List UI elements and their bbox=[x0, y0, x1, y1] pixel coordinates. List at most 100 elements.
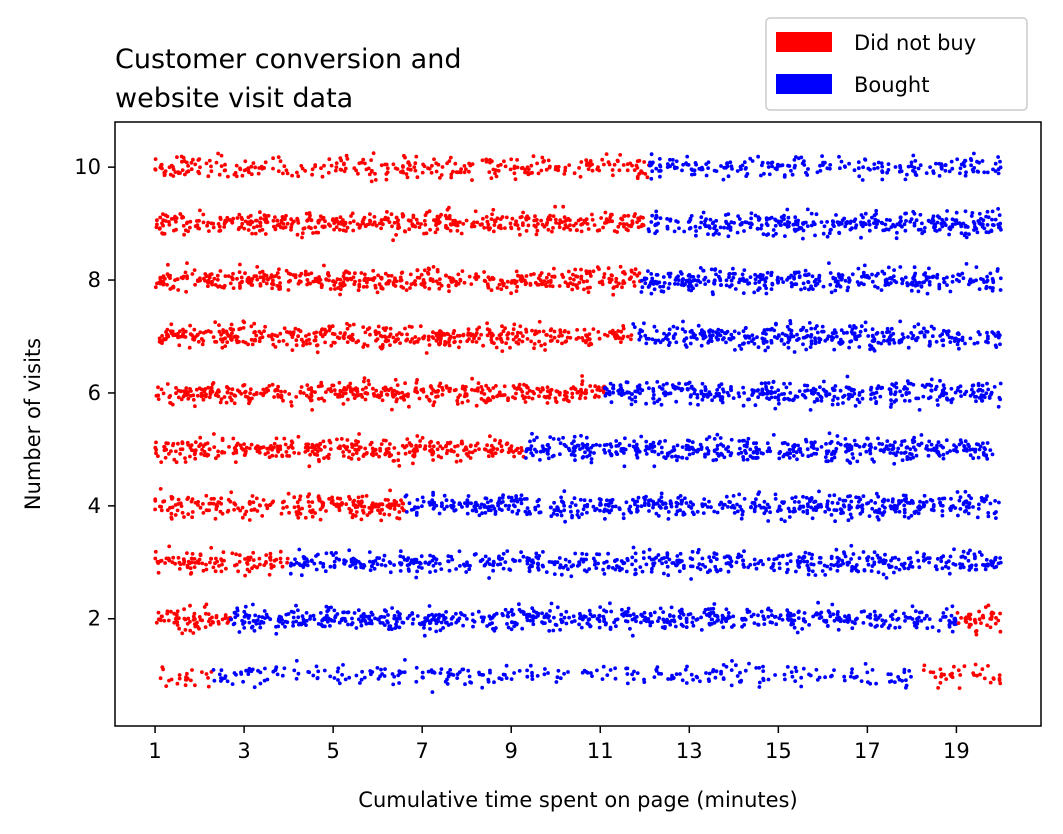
data-point bbox=[398, 554, 403, 559]
data-point bbox=[927, 617, 932, 621]
data-point bbox=[186, 616, 191, 621]
data-point bbox=[186, 396, 191, 401]
data-point bbox=[556, 508, 561, 513]
data-point bbox=[220, 562, 224, 567]
data-point bbox=[886, 498, 890, 503]
data-point bbox=[185, 497, 190, 501]
data-point bbox=[281, 506, 286, 510]
data-point bbox=[726, 611, 731, 615]
data-point bbox=[561, 435, 565, 440]
data-point bbox=[188, 603, 192, 608]
data-point bbox=[212, 678, 217, 683]
data-point bbox=[959, 616, 963, 620]
data-point bbox=[379, 518, 384, 523]
data-point bbox=[522, 396, 526, 401]
data-point bbox=[832, 668, 836, 672]
data-point bbox=[620, 607, 624, 612]
data-point bbox=[506, 331, 511, 336]
data-point bbox=[993, 499, 997, 503]
data-point bbox=[440, 503, 444, 508]
data-point bbox=[733, 348, 737, 352]
data-point bbox=[657, 558, 662, 563]
data-point bbox=[276, 384, 280, 389]
data-point bbox=[222, 395, 227, 399]
data-point bbox=[379, 614, 384, 619]
data-point bbox=[206, 684, 211, 689]
data-point bbox=[235, 388, 240, 393]
data-point bbox=[613, 559, 617, 563]
data-point bbox=[886, 447, 891, 452]
data-point bbox=[880, 618, 885, 623]
data-point bbox=[491, 386, 496, 390]
data-point bbox=[766, 607, 770, 612]
data-point bbox=[482, 503, 487, 507]
data-point bbox=[978, 672, 982, 677]
data-point bbox=[354, 626, 359, 630]
data-point bbox=[807, 568, 811, 573]
data-point bbox=[595, 387, 600, 392]
data-point bbox=[258, 670, 263, 675]
data-point bbox=[548, 328, 553, 333]
data-point bbox=[169, 449, 173, 453]
data-point bbox=[188, 332, 193, 336]
data-point bbox=[883, 558, 888, 563]
data-point bbox=[342, 616, 347, 621]
data-point bbox=[414, 386, 418, 390]
data-point bbox=[245, 567, 250, 572]
data-point bbox=[797, 609, 801, 614]
data-point bbox=[666, 677, 670, 681]
data-point bbox=[431, 490, 435, 495]
data-point bbox=[838, 388, 843, 393]
data-point bbox=[389, 627, 394, 632]
data-point bbox=[808, 408, 813, 412]
data-point bbox=[967, 622, 972, 627]
data-point bbox=[327, 328, 332, 333]
data-point bbox=[364, 451, 369, 456]
data-point bbox=[347, 323, 352, 328]
data-point bbox=[203, 625, 208, 629]
data-point bbox=[640, 569, 645, 574]
data-point bbox=[388, 332, 393, 337]
data-point bbox=[167, 558, 172, 563]
data-point bbox=[877, 507, 882, 512]
data-point bbox=[667, 450, 672, 455]
data-point bbox=[368, 568, 373, 573]
data-point bbox=[350, 515, 355, 520]
data-point bbox=[429, 391, 434, 396]
data-point bbox=[904, 496, 908, 501]
data-point bbox=[354, 673, 359, 678]
data-point bbox=[735, 555, 740, 560]
data-point bbox=[591, 327, 596, 331]
data-point bbox=[787, 456, 792, 460]
data-point bbox=[685, 456, 689, 461]
data-point bbox=[395, 397, 399, 402]
data-point bbox=[652, 393, 656, 397]
data-point bbox=[985, 457, 990, 461]
data-point bbox=[731, 494, 736, 498]
data-point bbox=[691, 615, 695, 620]
data-point bbox=[715, 510, 720, 515]
data-point bbox=[291, 623, 295, 628]
data-point bbox=[289, 400, 293, 404]
data-point bbox=[812, 507, 817, 512]
data-point bbox=[458, 564, 462, 568]
data-point bbox=[207, 395, 212, 400]
data-point bbox=[850, 452, 855, 456]
data-point bbox=[773, 497, 778, 501]
data-point bbox=[326, 608, 331, 612]
data-point bbox=[449, 448, 454, 453]
data-point bbox=[997, 500, 1001, 505]
data-point bbox=[434, 561, 438, 565]
data-point bbox=[633, 395, 638, 400]
data-point bbox=[252, 685, 257, 690]
data-point bbox=[330, 498, 335, 503]
data-point bbox=[887, 387, 892, 391]
data-point bbox=[728, 615, 732, 620]
data-point bbox=[344, 502, 349, 507]
data-point bbox=[905, 455, 910, 459]
data-point bbox=[183, 456, 187, 460]
data-point bbox=[893, 625, 898, 630]
data-point bbox=[177, 567, 182, 571]
data-point bbox=[497, 507, 502, 511]
data-point bbox=[815, 330, 820, 335]
